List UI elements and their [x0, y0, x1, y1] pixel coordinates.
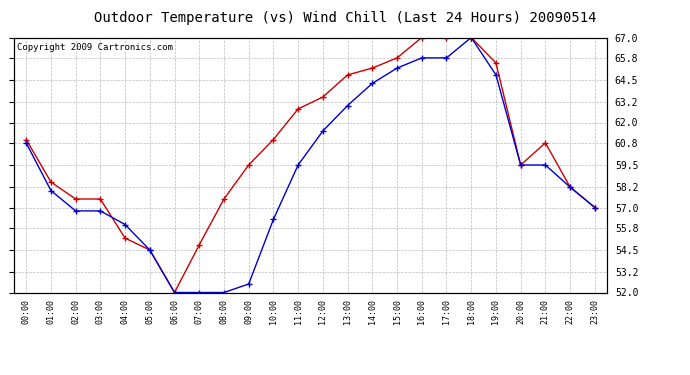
- Text: Outdoor Temperature (vs) Wind Chill (Last 24 Hours) 20090514: Outdoor Temperature (vs) Wind Chill (Las…: [94, 11, 596, 25]
- Text: Copyright 2009 Cartronics.com: Copyright 2009 Cartronics.com: [17, 43, 172, 52]
